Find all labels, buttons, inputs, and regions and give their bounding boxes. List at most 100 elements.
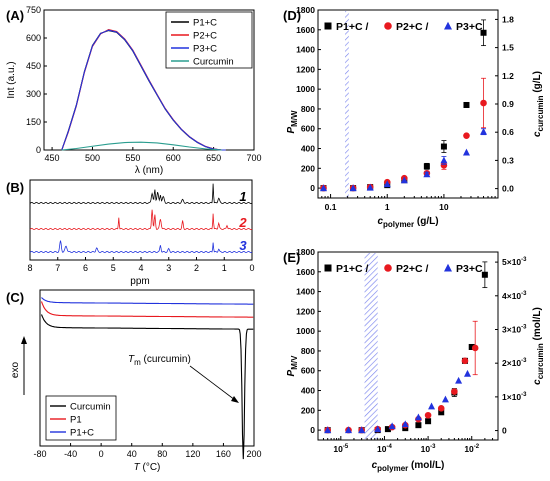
marker-triangle xyxy=(366,183,374,191)
panel-b-x-tick-label: 8 xyxy=(27,263,32,273)
marker-square xyxy=(480,29,487,36)
panel-c-x-tick-label: 40 xyxy=(127,449,137,459)
tm-annotation-arrow xyxy=(189,365,236,401)
marker-triangle xyxy=(428,402,436,410)
marker-triangle xyxy=(388,422,396,430)
panel-b-nmr-spectra: (B) 1 2 3 8 7 6 5 4 3 2 1 0 ppm xyxy=(6,179,255,287)
marker-triangle xyxy=(441,395,449,403)
nmr-trace-2 xyxy=(29,209,253,231)
legend-label: P1+C / xyxy=(336,21,368,33)
panel-a-y-tick-label: 750 xyxy=(26,5,41,15)
panel-d-label: (D) xyxy=(283,8,301,23)
panel-a-x-tick-label: 450 xyxy=(45,153,60,163)
legend-label: P2+C / xyxy=(396,21,428,33)
panel-c-x-tick-label: -40 xyxy=(64,449,77,459)
y-tick-label: 1800 xyxy=(296,247,315,257)
marker-triangle xyxy=(480,127,488,135)
y-tick-label: 1600 xyxy=(296,25,315,35)
panel-e-legend: P1+C / P2+C / P3+C xyxy=(324,263,483,275)
marker-circle xyxy=(451,388,458,395)
panel-e-y-axis-label: PM/V xyxy=(286,355,299,377)
y-tick-label: 800 xyxy=(301,104,315,114)
nmr-trace-label: 2 xyxy=(238,215,247,230)
panel-a-legend-label: P3+C xyxy=(193,44,217,55)
y2-tick-label: 1×10-3 xyxy=(502,392,527,402)
marker-triangle xyxy=(444,263,452,272)
panel-b-x-tick-label: 0 xyxy=(249,263,254,273)
y-tick-label: 600 xyxy=(301,366,315,376)
panel-c-legend-label: P1+C xyxy=(70,428,94,439)
legend-label: P3+C xyxy=(456,21,483,33)
panel-a-series-line xyxy=(61,141,222,151)
panel-a-legend-label: P2+C xyxy=(193,31,217,42)
marker-triangle xyxy=(455,376,463,384)
panel-a-legend: P1+C P2+C P3+C Curcumin xyxy=(165,11,253,69)
panel-e-x-axis-label: cpolymer (mol/L) xyxy=(372,460,445,473)
x-tick-label: 10 xyxy=(439,202,449,212)
panel-b-x-tick-label: 4 xyxy=(138,263,143,273)
panel-c-x-axis-label: T (°C) xyxy=(134,462,161,473)
panel-b-plot-frame xyxy=(29,179,253,261)
panel-d-y-axis-label: PM/W xyxy=(286,110,299,134)
nmr-trace-3 xyxy=(29,240,253,254)
y2-tick-label: 0.3 xyxy=(502,155,514,165)
marker-square xyxy=(384,426,391,433)
y-tick-label: 400 xyxy=(301,144,315,154)
panel-a-y-tick-label: 600 xyxy=(26,33,41,43)
y2-tick-label: 1.8 xyxy=(502,14,514,24)
y-tick-label: 200 xyxy=(301,163,315,173)
marker-triangle xyxy=(400,176,408,184)
y2-tick-label: 2×10-3 xyxy=(502,358,527,368)
panel-c-y-axis-label: exo xyxy=(10,362,21,379)
dsc-curve-curcumin xyxy=(40,314,254,460)
y-tick-label: 1200 xyxy=(296,64,315,74)
marker-circle xyxy=(461,357,469,365)
marker-circle xyxy=(424,411,432,419)
marker-circle xyxy=(440,162,448,169)
panel-a-legend-label: P1+C xyxy=(193,18,217,29)
marker-square xyxy=(481,271,488,278)
marker-triangle xyxy=(358,426,366,434)
marker-triangle xyxy=(345,426,353,434)
marker-square xyxy=(423,163,430,170)
nmr-trace-label: 3 xyxy=(239,238,247,253)
panel-d-legend: P1+C / P2+C / P3+C xyxy=(324,21,483,33)
panel-a-y-tick-label: 300 xyxy=(26,89,41,99)
marker-triangle xyxy=(324,426,332,434)
panel-e-partition-mol-per-l: (E) 0 200 400 600 800 1000 1200 1400 1600 1800 0 1×… xyxy=(283,247,545,473)
panel-d-partition-g-per-l: (D) 0 200 400 600 800 1000 1200 1400 1600 1800 0.0… xyxy=(283,5,545,229)
cmc-hatched-region xyxy=(345,11,349,197)
marker-circle xyxy=(480,99,487,107)
marker-square xyxy=(463,101,470,108)
y2-tick-label: 0.0 xyxy=(502,184,514,194)
x-tick-label: 10-5 xyxy=(333,444,348,454)
y2-tick-label: 3×10-3 xyxy=(502,324,527,334)
panel-b-x-axis-label: ppm xyxy=(130,276,149,287)
tm-annotation-arrow-head xyxy=(231,396,239,403)
panel-a-x-tick-label: 700 xyxy=(246,153,261,163)
marker-triangle xyxy=(401,420,409,428)
y2-tick-label: 1.2 xyxy=(502,71,514,81)
marker-triangle xyxy=(383,180,391,188)
dsc-curve-p1c xyxy=(41,297,254,305)
panel-a-x-tick-label: 500 xyxy=(85,153,100,163)
marker-triangle xyxy=(463,369,471,377)
marker-circle xyxy=(384,264,392,272)
legend-label: P3+C xyxy=(456,263,483,275)
panel-c-legend-label: Curcumin xyxy=(70,402,111,413)
dsc-curve-p1 xyxy=(40,301,254,318)
legend-label: P1+C / xyxy=(336,263,368,275)
x-tick-label: 10-4 xyxy=(377,444,392,454)
marker-triangle xyxy=(319,184,327,192)
panel-c-x-tick-label: 120 xyxy=(185,449,200,459)
x-tick-label: 0.1 xyxy=(325,202,337,212)
exo-arrow-head xyxy=(21,336,27,344)
cmc-hatched-region xyxy=(364,253,378,439)
panel-c-plot-frame xyxy=(39,289,255,447)
panel-c-legend-label: P1 xyxy=(70,415,82,426)
marker-triangle xyxy=(423,170,431,178)
y-tick-label: 600 xyxy=(301,124,315,134)
y2-tick-label: 0 xyxy=(502,426,507,436)
y-tick-label: 1400 xyxy=(296,45,315,55)
x-tick-label: 10-3 xyxy=(421,444,436,454)
